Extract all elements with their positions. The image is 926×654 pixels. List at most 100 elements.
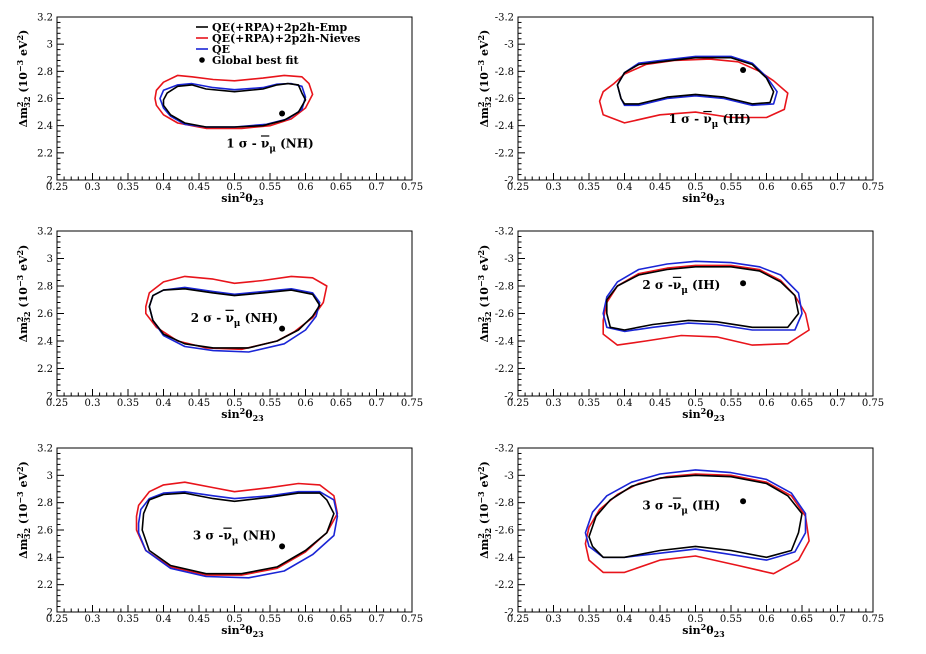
y-tick-label: -3	[504, 471, 514, 482]
x-tick-label: 0.65	[330, 182, 352, 193]
x-tick-label: 0.55	[720, 614, 742, 625]
x-axis-label: sin2θ23	[682, 622, 725, 639]
x-tick-label: 0.5	[688, 614, 704, 625]
x-tick-label: 0.3	[85, 398, 101, 409]
y-tick-label: 2.8	[37, 67, 53, 78]
y-tick-label: -2.2	[495, 364, 514, 375]
legend-marker-best-fit	[199, 57, 205, 63]
x-tick-label: 0.4	[156, 614, 172, 625]
contour-qe	[616, 55, 778, 107]
x-tick-label: 0.55	[259, 182, 281, 193]
best-fit-marker	[279, 110, 286, 117]
contour-qe	[602, 260, 803, 333]
x-tick-label: 0.3	[85, 182, 101, 193]
y-tick-label: 2.6	[37, 309, 53, 320]
x-tick-label: 0.3	[546, 614, 562, 625]
contour-qe	[159, 82, 307, 128]
legend-label-emp: QE(+RPA)+2p2h-Emp	[212, 21, 348, 34]
x-tick-label: 0.4	[617, 614, 633, 625]
panel-3: 0.25 0.3 0.35 0.4 0.45 0.5 0.55 0.6 0.65 0.7 0.75 2…	[15, 227, 423, 424]
best-fit-marker	[279, 325, 286, 332]
contour-qe	[148, 286, 321, 353]
x-tick-label: 0.75	[401, 398, 423, 409]
y-axis-label: Δm232 (10−3 eV2)	[15, 245, 32, 343]
x-tick-label: 0.75	[862, 182, 884, 193]
y-tick-label: -2.8	[495, 67, 514, 78]
panel-annotation: 2 σ -νμ (IH)	[642, 278, 720, 296]
contour-emp	[616, 56, 775, 105]
x-tick-label: 0.25	[507, 398, 529, 409]
y-tick-label: 2.8	[37, 498, 53, 509]
legend-label-qe: QE	[212, 43, 230, 56]
x-tick-label: 0.5	[227, 182, 243, 193]
x-tick-label: 0.6	[759, 614, 775, 625]
x-tick-label: 0.7	[830, 398, 846, 409]
x-tick-label: 0.55	[259, 398, 281, 409]
y-tick-label: -3.2	[495, 444, 514, 455]
x-axis-label: sin2θ23	[221, 622, 264, 639]
x-tick-label: 0.4	[156, 182, 172, 193]
contour-emp	[606, 266, 800, 331]
x-tick-label: 0.75	[862, 398, 884, 409]
x-tick-label: 0.55	[259, 614, 281, 625]
x-tick-label: 0.7	[830, 614, 846, 625]
x-tick-label: 0.3	[546, 182, 562, 193]
y-tick-label: 3.2	[37, 227, 53, 238]
panel-1: 0.25 0.3 0.35 0.4 0.45 0.5 0.55 0.6 0.65 0.7 0.75 2…	[15, 13, 423, 208]
x-tick-label: 0.4	[156, 398, 172, 409]
x-tick-label: 0.75	[401, 614, 423, 625]
best-fit-marker	[740, 498, 747, 505]
y-tick-label: -2.2	[495, 148, 514, 159]
y-tick-label: -3.2	[495, 227, 514, 238]
y-axis-label: Δm232 (10−3 eV2)	[476, 245, 493, 343]
x-tick-label: 0.5	[688, 398, 704, 409]
y-tick-label: -2.6	[495, 309, 514, 320]
y-tick-label: -3	[504, 254, 514, 265]
y-axis-label: Δm232 (10−3 eV2)	[476, 30, 493, 128]
best-fit-marker	[279, 543, 286, 550]
y-tick-label: 3	[47, 254, 53, 265]
contour-emp	[141, 492, 335, 575]
legend: QE(+RPA)+2p2h-EmpQE(+RPA)+2p2h-NievesQEG…	[196, 21, 360, 67]
panel-annotation: 1 σ - νμ (NH)	[226, 136, 313, 154]
contour-emp	[162, 82, 307, 128]
x-tick-label: 0.65	[791, 182, 813, 193]
y-tick-label: -2.4	[495, 121, 514, 132]
x-tick-label: 0.4	[617, 398, 633, 409]
x-axis-label: sin2θ23	[682, 406, 725, 423]
x-tick-label: 0.35	[578, 614, 600, 625]
y-tick-label: -2.8	[495, 498, 514, 509]
y-tick-label: -2.6	[495, 94, 514, 105]
x-tick-label: 0.35	[578, 182, 600, 193]
x-tick-label: 0.45	[649, 182, 671, 193]
y-tick-label: 2.2	[37, 148, 53, 159]
y-tick-label: -3	[504, 40, 514, 51]
contour-emp	[588, 474, 803, 559]
y-tick-label: 2	[47, 608, 53, 619]
panel-annotation: 2 σ - νμ (NH)	[191, 311, 278, 329]
x-tick-label: 0.65	[330, 398, 352, 409]
x-tick-label: 0.45	[188, 614, 210, 625]
y-tick-label: -2	[504, 608, 514, 619]
x-tick-label: 0.7	[830, 182, 846, 193]
x-tick-label: 0.6	[759, 182, 775, 193]
panel-4: 0.25 0.3 0.35 0.4 0.45 0.5 0.55 0.6 0.65 0.7 0.75 -…	[476, 227, 884, 424]
panel-annotation: 1 σ - νμ (IH)	[669, 112, 751, 130]
x-tick-label: 0.6	[298, 614, 314, 625]
plot-frame	[56, 447, 413, 613]
contour-qe	[137, 490, 339, 579]
panel-annotation: 3 σ -νμ (NH)	[193, 529, 276, 547]
y-tick-label: 2.2	[37, 364, 53, 375]
x-tick-label: 0.25	[46, 182, 68, 193]
x-tick-label: 0.35	[578, 398, 600, 409]
y-tick-label: -2.2	[495, 580, 514, 591]
legend-label-best_fit: Global best fit	[212, 54, 300, 67]
x-tick-label: 0.65	[330, 614, 352, 625]
best-fit-marker	[740, 280, 747, 287]
y-tick-label: -2.8	[495, 282, 514, 293]
y-tick-label: -2.6	[495, 526, 514, 537]
x-tick-label: 0.35	[117, 614, 139, 625]
x-tick-label: 0.45	[649, 614, 671, 625]
panel-5: 0.25 0.3 0.35 0.4 0.45 0.5 0.55 0.6 0.65 0.7 0.75 2…	[15, 444, 423, 640]
x-tick-label: 0.65	[791, 398, 813, 409]
